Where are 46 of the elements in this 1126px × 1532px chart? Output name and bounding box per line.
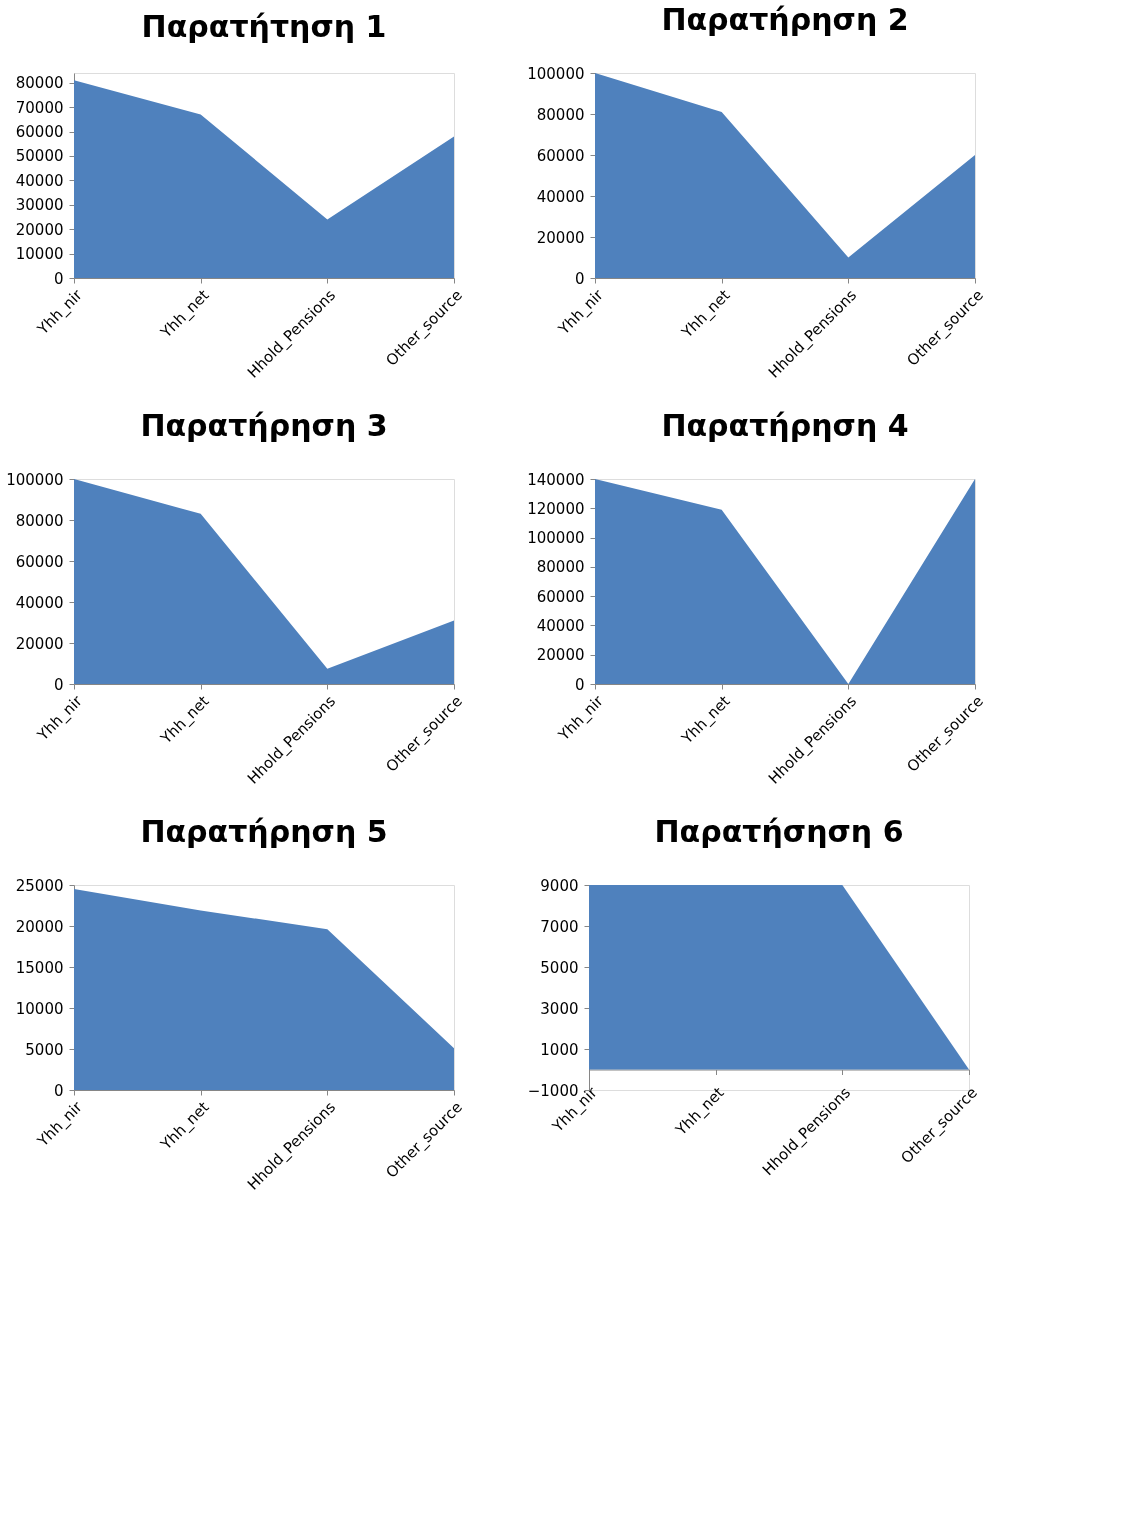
y-tick-label: 60000 [536,587,585,606]
y-tick-label: 100000 [527,529,585,548]
y-tick-label: 3000 [540,999,579,1018]
y-tick-label: 1000 [540,1040,579,1059]
y-tick-label: 0 [574,269,585,288]
chart-title: Παρατήρηση 5 [140,814,388,849]
y-tick-label: 20000 [536,228,585,247]
y-tick-label: 60000 [15,552,64,571]
y-tick-label: 30000 [15,196,64,215]
y-tick-label: 50000 [15,147,64,166]
y-tick-label: 60000 [15,123,64,142]
y-tick-label: 120000 [527,499,585,518]
y-tick-label: 80000 [15,74,64,93]
y-tick-label: 0 [53,269,64,288]
chart-title: Παρατήρηση 3 [140,408,388,443]
y-tick-label: 80000 [536,558,585,577]
y-tick-label: 70000 [15,98,64,117]
y-tick-label: 60000 [536,146,585,165]
y-tick-label: 5000 [540,958,579,977]
y-tick-label: 15000 [15,958,64,977]
y-tick-label: 9000 [540,876,579,895]
y-tick-label: 80000 [536,105,585,124]
y-tick-label: 20000 [15,917,64,936]
y-tick-label: 40000 [15,593,64,612]
y-tick-label: 20000 [536,646,585,665]
y-tick-label: 7000 [540,917,579,936]
y-tick-label: 100000 [6,470,64,489]
y-tick-label: 10000 [15,245,64,264]
chart-title: Παρατήσηση 6 [654,814,904,849]
chart-title: Παρατήτηση 1 [141,9,387,44]
y-tick-label: 25000 [15,876,64,895]
y-tick-label: 10000 [15,999,64,1018]
chart-title: Παρατήρηση 2 [661,2,909,37]
y-tick-label: 20000 [15,634,64,653]
y-tick-label: 40000 [536,187,585,206]
y-tick-label: 0 [53,1081,64,1100]
y-tick-label: 20000 [15,220,64,239]
y-tick-label: 0 [53,675,64,694]
y-tick-label: 80000 [15,511,64,530]
y-tick-label: 40000 [15,171,64,190]
y-tick-label: 40000 [536,616,585,635]
y-tick-label: 5000 [25,1040,64,1059]
y-tick-label: 0 [574,675,585,694]
y-tick-label: 140000 [527,470,585,489]
chart-title: Παρατήρηση 4 [661,408,909,443]
y-tick-label: 100000 [527,64,585,83]
